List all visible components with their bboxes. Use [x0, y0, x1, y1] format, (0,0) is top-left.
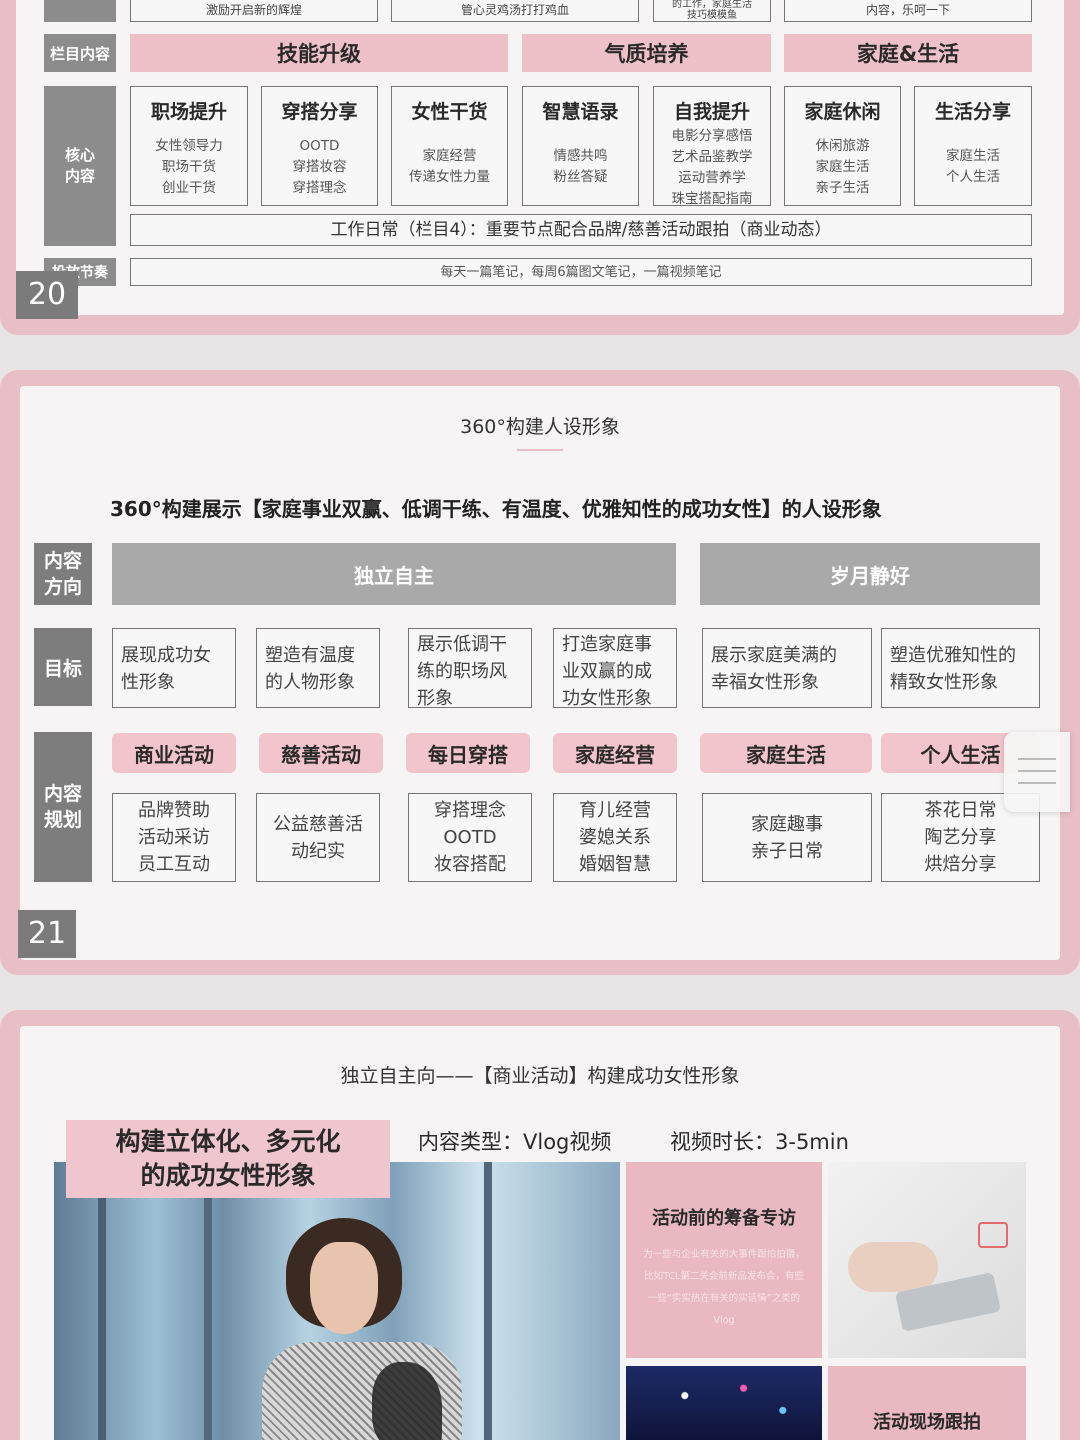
core-card: 穿搭分享 OOTD 穿搭妆容 穿搭理念 — [261, 86, 378, 206]
work-daily-row: 工作日常（栏目4）：重要节点配合品牌/慈善活动跟拍（商业动态） — [130, 214, 1032, 246]
video-duration: 视频时长：3-5min — [670, 1130, 849, 1154]
card-title: 智慧语录 — [542, 101, 619, 123]
column-header: 家庭&生活 — [784, 34, 1032, 72]
person-face — [310, 1242, 378, 1334]
plan-tag: 商业活动 — [112, 733, 236, 773]
goal-box: 塑造优雅知性的 精致女性形象 — [881, 628, 1040, 708]
core-card: 职场提升 女性领导力 职场干货 创业干货 — [130, 86, 248, 206]
rhythm-row: 每天一篇笔记，每周6篇图文笔记，一篇视频笔记 — [130, 258, 1032, 286]
goal-box: 打造家庭事 业双赢的成 功女性形象 — [553, 628, 677, 708]
goal-box: 塑造有温度 的人物形象 — [256, 628, 380, 708]
card-lines: 情感共鸣 粉丝答疑 — [553, 148, 608, 185]
plan-box: 育儿经营 婆媳关系 婚姻智慧 — [553, 793, 677, 882]
core-card: 自我提升 电影分享感悟 艺术品鉴教学 运动营养学 珠宝搭配指南 — [653, 86, 771, 207]
card-lines: 电影分享感悟 艺术品鉴教学 运动营养学 珠宝搭配指南 — [671, 128, 753, 207]
card-title: 自我提升 — [673, 101, 750, 123]
top-row-cell: 的工作，家庭生活 技巧模模鱼 — [653, 0, 771, 22]
goal-label: 目标 — [34, 628, 92, 706]
column-header: 技能升级 — [130, 34, 508, 72]
plan-tag: 家庭生活 — [700, 733, 872, 773]
banner: 构建立体化、多元化 的成功女性形象 — [66, 1120, 390, 1198]
column-header: 气质培养 — [522, 34, 771, 72]
card-lines: OOTD 穿搭妆容 穿搭理念 — [292, 138, 347, 196]
card-lines: 家庭经营 传递女性力量 — [409, 148, 490, 185]
top-row-cell: 激励开启新的辉煌 — [130, 0, 378, 22]
direction-bar: 独立自主 — [112, 543, 676, 605]
plan-tag: 每日穿搭 — [406, 733, 530, 773]
core-card: 智慧语录 情感共鸣 粉丝答疑 — [522, 86, 639, 206]
hands-photo — [828, 1162, 1026, 1358]
floating-menu-button[interactable] — [1004, 732, 1070, 812]
page-number-21: 21 — [18, 910, 76, 958]
plan-label: 内容 规划 — [34, 732, 92, 882]
card-lines: 家庭生活 个人生活 — [946, 148, 1000, 185]
card-title: 活动前的筹备专访 — [652, 1208, 796, 1229]
plan-box: 穿搭理念 OOTD 妆容搭配 — [408, 793, 532, 882]
top-left-label — [44, 0, 116, 22]
goal-box: 展现成功女 性形象 — [112, 628, 236, 708]
direction-label: 内容 方向 — [34, 543, 92, 605]
plan-box: 公益慈善活 动纪实 — [256, 793, 380, 882]
card-title: 家庭休闲 — [804, 101, 881, 123]
portrait-photo — [54, 1162, 620, 1440]
core-card: 生活分享 家庭生活 个人生活 — [914, 86, 1032, 206]
menu-icon — [1018, 758, 1056, 784]
hand-shape — [848, 1242, 938, 1292]
dress-pattern — [372, 1362, 442, 1440]
card-title: 活动现场跟拍 — [873, 1412, 981, 1433]
goal-box: 展示低调干 练的职场风 形象 — [408, 628, 532, 708]
top-row-cell: 内容，乐呵一下 — [784, 0, 1032, 22]
slide-21-subtitle: 360°构建展示【家庭事业双赢、低调干练、有温度、优雅知性的成功女性】的人设形象 — [110, 497, 882, 521]
slide-21-header: 360°构建人设形象 — [460, 416, 620, 438]
content-type: 内容类型：Vlog视频 — [418, 1130, 612, 1154]
card-lines: 女性领导力 职场干货 创业干货 — [155, 138, 223, 196]
plan-tag: 家庭经营 — [553, 733, 677, 773]
card-text: 为一些与企业有关的大事件跟拍拍摄，比如TCL第二关会前新品发布会，有些一些“实实… — [643, 1249, 805, 1326]
core-card: 家庭休闲 休闲旅游 家庭生活 亲子生活 — [784, 86, 901, 206]
direction-bar: 岁月静好 — [700, 543, 1040, 605]
card-title: 穿搭分享 — [281, 101, 358, 123]
core-label: 核心 内容 — [44, 86, 116, 246]
core-card: 女性干货 家庭经营 传递女性力量 — [391, 86, 508, 206]
card-lines: 休闲旅游 家庭生活 亲子生活 — [815, 138, 870, 196]
plan-box: 品牌赞助 活动采访 员工互动 — [112, 793, 236, 882]
card-onsite: 活动现场跟拍 — [828, 1366, 1026, 1440]
window-frame — [204, 1162, 212, 1440]
header-underline — [517, 449, 563, 451]
window-frame — [98, 1162, 106, 1440]
card-title: 职场提升 — [150, 101, 227, 123]
card-title: 生活分享 — [934, 101, 1011, 123]
card-title: 女性干货 — [411, 101, 488, 123]
plan-box: 家庭趣事 亲子日常 — [702, 793, 872, 882]
cart-shape — [978, 1222, 1008, 1248]
stage-photo — [626, 1366, 822, 1440]
top-row-cell: 管心灵鸡汤打打鸡血 — [391, 0, 639, 22]
window-frame — [484, 1162, 492, 1440]
goal-box: 展示家庭美满的 幸福女性形象 — [702, 628, 872, 708]
plan-tag: 慈善活动 — [259, 733, 383, 773]
page-number-20: 20 — [16, 271, 78, 319]
column-label: 栏目内容 — [44, 34, 116, 72]
card-prep-interview: 活动前的筹备专访 为一些与企业有关的大事件跟拍拍摄，比如TCL第二关会前新品发布… — [626, 1162, 822, 1358]
slide-22-header: 独立自主向——【商业活动】构建成功女性形象 — [340, 1065, 740, 1087]
